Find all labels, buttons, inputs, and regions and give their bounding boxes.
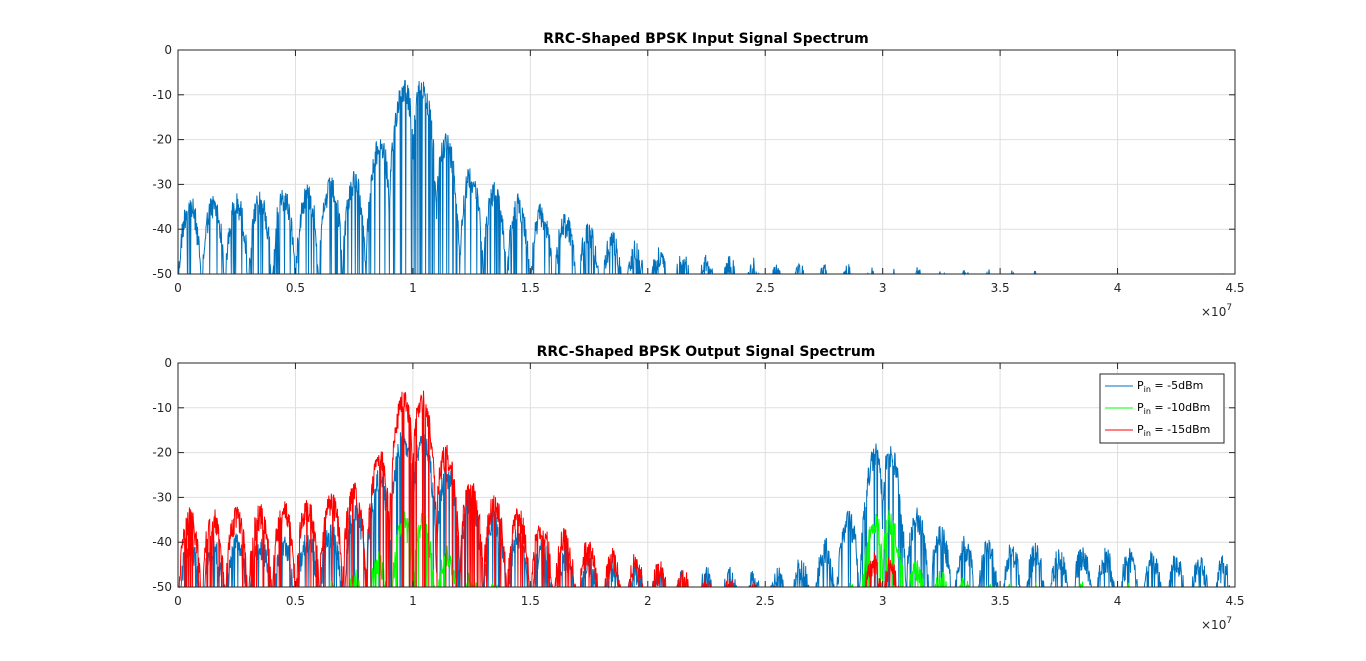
- x-tick-label: 4: [1114, 594, 1122, 608]
- x-ticks: 0 0.5 1 1.5 2 2.5 3 3.5 4 4.5: [174, 50, 1245, 295]
- x-tick-label: 0.5: [286, 594, 305, 608]
- legend-item[interactable]: Pin = -15dBm: [1105, 423, 1210, 438]
- y-tick-label: -40: [152, 222, 172, 236]
- x-exponent-label: ×107: [1201, 616, 1232, 632]
- plot-area: [178, 50, 1235, 274]
- x-tick-label: 0: [174, 594, 182, 608]
- x-exponent-label: ×107: [1201, 303, 1232, 319]
- chart-title: RRC-Shaped BPSK Output Signal Spectrum: [537, 344, 876, 360]
- y-tick-label: -10: [152, 88, 172, 102]
- y-tick-label: -30: [152, 177, 172, 191]
- x-tick-label: 3.5: [991, 281, 1010, 295]
- x-tick-label: 4.5: [1225, 281, 1244, 295]
- y-tick-label: 0: [164, 43, 172, 57]
- x-tick-label: 0.5: [286, 281, 305, 295]
- x-tick-label: 2.5: [756, 281, 775, 295]
- y-ticks: 0 -10 -20 -30 -40 -50: [152, 43, 1235, 281]
- legend-label: Pin = -5dBm: [1137, 379, 1203, 394]
- x-tick-label: 3: [879, 281, 887, 295]
- x-tick-label: 2.5: [756, 594, 775, 608]
- x-ticks: 0 0.5 1 1.5 2 2.5 3 3.5 4 4.5: [174, 363, 1245, 608]
- x-tick-label: 0: [174, 281, 182, 295]
- y-tick-label: 0: [164, 356, 172, 370]
- input-spectrum-axes[interactable]: 0 0.5 1 1.5 2 2.5 3 3.5 4 4.5 0 -10 -20 -30 -40 -50 RR…: [152, 31, 1244, 319]
- y-tick-label: -40: [152, 535, 172, 549]
- x-tick-label: 2: [644, 281, 652, 295]
- legend[interactable]: Pin = -5dBm Pin = -10dBm Pin = -15dBm: [1099, 373, 1225, 444]
- y-tick-label: -30: [152, 490, 172, 504]
- x-tick-label: 1.5: [521, 281, 540, 295]
- legend-item[interactable]: Pin = -5dBm: [1105, 379, 1203, 394]
- x-tick-label: 1: [409, 281, 417, 295]
- x-tick-label: 3.5: [991, 594, 1010, 608]
- x-tick-label: 2: [644, 594, 652, 608]
- x-tick-label: 4: [1114, 281, 1122, 295]
- y-tick-label: -20: [152, 446, 172, 460]
- x-tick-label: 4.5: [1225, 594, 1244, 608]
- x-tick-label: 1: [409, 594, 417, 608]
- y-tick-label: -50: [152, 580, 172, 594]
- legend-label: Pin = -10dBm: [1137, 401, 1210, 416]
- x-tick-label: 1.5: [521, 594, 540, 608]
- axes-box: [177, 362, 1236, 588]
- chart-title: RRC-Shaped BPSK Input Signal Spectrum: [543, 31, 868, 47]
- legend-label: Pin = -15dBm: [1137, 423, 1210, 438]
- y-tick-label: -20: [152, 133, 172, 147]
- y-ticks: 0 -10 -20 -30 -40 -50: [152, 356, 1235, 594]
- y-tick-label: -10: [152, 401, 172, 415]
- output-spectrum-axes[interactable]: 0 0.5 1 1.5 2 2.5 3 3.5 4 4.5 0 -10 -20 -30 -40 -50 RR…: [152, 344, 1244, 632]
- y-tick-label: -50: [152, 267, 172, 281]
- axes-box: [177, 49, 1236, 275]
- legend-item[interactable]: Pin = -10dBm: [1105, 401, 1210, 416]
- series-pin-minus5: [178, 432, 1235, 589]
- x-tick-label: 3: [879, 594, 887, 608]
- series-line: [178, 432, 1235, 589]
